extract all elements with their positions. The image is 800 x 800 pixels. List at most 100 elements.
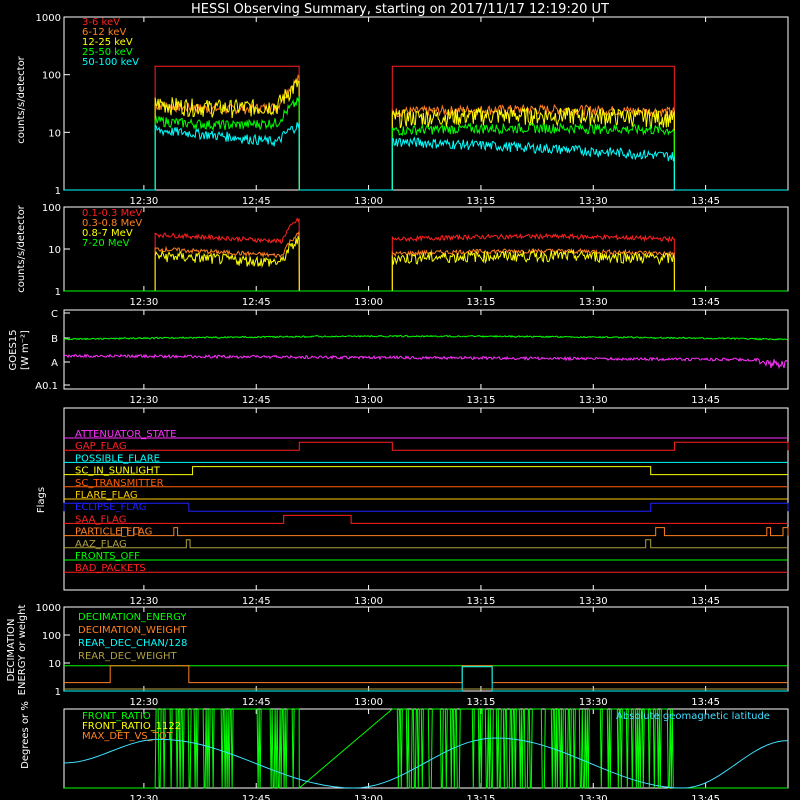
panel6-xtick-label: 13:00: [354, 794, 383, 800]
panel1-ytick-label: 1000: [36, 13, 61, 24]
panel3-xtick-label: 13:15: [467, 395, 496, 406]
panel3-series-1: [63, 334, 789, 341]
panel6-ylabel: Degrees or %: [20, 701, 31, 769]
panel6-xtick-label: 12:45: [242, 794, 271, 800]
panel1-frame: [63, 16, 789, 191]
panel5-ytick-label: 10: [48, 659, 61, 670]
panel1-series-3: [64, 79, 788, 191]
panel1-ytick-label: 10: [48, 128, 61, 139]
flag-label-possible_flare: POSSIBLE_FLARE: [75, 453, 160, 464]
panel1-xtick-label: 13:30: [579, 196, 608, 207]
panel2-ytick-label: 10: [48, 245, 61, 256]
flag-label-eclipse_flag: ECLIPSE_FLAG: [75, 502, 146, 513]
panel5-xtick-label: 12:45: [242, 697, 271, 708]
flag-label-attenuator_state: ATTENUATOR_STATE: [75, 429, 176, 440]
panel2-xtick-label: 13:00: [354, 297, 383, 308]
panel2-series-1: [64, 217, 788, 292]
flag-label-sc_in_sunlight: SC_IN_SUNLIGHT: [75, 466, 161, 477]
panel6-xtick-label: 13:15: [467, 794, 496, 800]
flag-line-gap_flag: [64, 441, 789, 451]
flag-line-sc_in_sunlight: [64, 466, 788, 476]
panel1-legend-1: 3-6 keV: [82, 17, 120, 28]
panel2-series-2: [64, 231, 788, 292]
panel2-xtick-label: 13:15: [467, 297, 496, 308]
panel4-xtick-label: 13:45: [691, 596, 720, 607]
panel1-xtick-label: 13:45: [691, 196, 720, 207]
flag-label-aaz_flag: AAZ_FLAG: [75, 539, 127, 550]
flag-line-particle_flag: [64, 527, 789, 537]
panel5-xtick-label: 13:30: [579, 697, 608, 708]
panel3-ytick-label: A0.1: [35, 381, 58, 392]
panel6-legend-geomagnetic: Absolute geomagnetic latitude: [616, 711, 770, 722]
panel5-legend-4: REAR_DEC_WEIGHT: [78, 651, 177, 662]
panel2-ytick-label: 100: [42, 203, 61, 214]
panel5-legend-3: REAR_DEC_CHAN/128: [78, 638, 187, 649]
panel5-legend-2: DECIMATION_WEIGHT: [78, 625, 187, 636]
panel4-xtick-label: 12:30: [129, 596, 158, 607]
panel5-ytick-label: 1000: [36, 603, 61, 614]
panel3-xtick-label: 13:45: [691, 395, 720, 406]
panel1-xtick-label: 12:30: [129, 196, 158, 207]
panel5-legend-1: DECIMATION_ENERGY: [78, 612, 187, 623]
panel3-series-2: [63, 353, 789, 370]
panel3-xtick-label: 12:45: [242, 395, 271, 406]
flag-line-aaz_flag: [64, 539, 788, 549]
panel1-ylabel: counts/s/detector: [16, 55, 27, 143]
flag-line-eclipse_flag: [63, 502, 789, 512]
panel3-xtick-label: 13:30: [579, 395, 608, 406]
panel4-xtick-label: 13:00: [354, 596, 383, 607]
panel6-geomagnetic-latitude: [63, 737, 789, 789]
panel2-legend-3: 0.8-7 MeV: [82, 228, 133, 239]
panel1-xtick-label: 13:00: [354, 196, 383, 207]
panel1-series-4: [64, 96, 788, 191]
panel1-legend-2: 6-12 keV: [82, 27, 126, 38]
flag-label-bad_packets: BAD_PACKETS: [75, 563, 146, 574]
panel3-ylabel: GOES15: [8, 329, 19, 370]
panel6-legend-2: FRONT_RATIO_1122: [82, 721, 181, 732]
panel4-ylabel: Flags: [36, 487, 47, 513]
figure-title: HESSI Observing Summary, starting on 201…: [191, 2, 609, 17]
panel3-ytick-label: C: [51, 309, 58, 320]
panel6-legend-1: FRONT_RATIO: [82, 711, 151, 722]
panel3-xtick-label: 12:30: [129, 395, 158, 406]
panel1-xtick-label: 13:15: [467, 196, 496, 207]
flag-label-fronts_off: FRONTS_OFF: [75, 551, 140, 562]
panel2-xtick-label: 13:30: [579, 297, 608, 308]
panel5-ytick-label: 100: [42, 631, 61, 642]
panel2-xtick-label: 13:45: [691, 297, 720, 308]
panel1-series-5: [64, 122, 788, 191]
panel3-frame: [63, 309, 789, 390]
flag-label-particle_flag: PARTICLE_FLAG: [75, 527, 152, 538]
panel6-xtick-label: 13:45: [691, 794, 720, 800]
panel3-ylabel-units: [W m⁻²]: [20, 330, 31, 370]
flag-label-flare_flag: FLARE_FLAG: [75, 490, 138, 501]
panel1-series-1: [64, 65, 788, 191]
panel6-front-ratio: [64, 708, 788, 790]
panel4-xtick-label: 13:15: [467, 596, 496, 607]
flag-label-gap_flag: GAP_FLAG: [75, 441, 127, 452]
panel2-ylabel: counts/s/detector: [16, 204, 27, 292]
panel4-xtick-label: 12:45: [242, 596, 271, 607]
panel5-ylabel-2: ENERGY or weight: [17, 605, 28, 696]
panel5-ytick-label: 1: [55, 687, 61, 698]
panel1-legend-4: 25-50 keV: [82, 47, 133, 58]
panel5-xtick-label: 12:30: [129, 697, 158, 708]
panel2-series-3: [64, 234, 788, 292]
flag-label-saa_flag: SAA_FLAG: [75, 514, 126, 525]
flag-label-sc_transmitter: SC_TRANSMITTER: [75, 478, 164, 489]
panel2-ytick-label: 1: [55, 287, 61, 298]
panel1-ytick-label: 100: [42, 71, 61, 82]
panel6-legend-3: MAX_DET_VS_TOT: [82, 731, 174, 742]
panel3-ytick-label: B: [51, 334, 58, 345]
panel2-xtick-label: 12:30: [129, 297, 158, 308]
panel3-ytick-label: A: [51, 358, 58, 369]
panel1-legend-5: 50-100 keV: [82, 57, 139, 68]
panel5-xtick-label: 13:15: [467, 697, 496, 708]
panel5-xtick-label: 13:00: [354, 697, 383, 708]
panel6-xtick-label: 12:30: [129, 794, 158, 800]
panel2-legend-4: 7-20 MeV: [82, 238, 130, 249]
panel1-ytick-label: 1: [55, 186, 61, 197]
flag-line-saa_flag: [64, 514, 788, 524]
panel2-xtick-label: 12:45: [242, 297, 271, 308]
